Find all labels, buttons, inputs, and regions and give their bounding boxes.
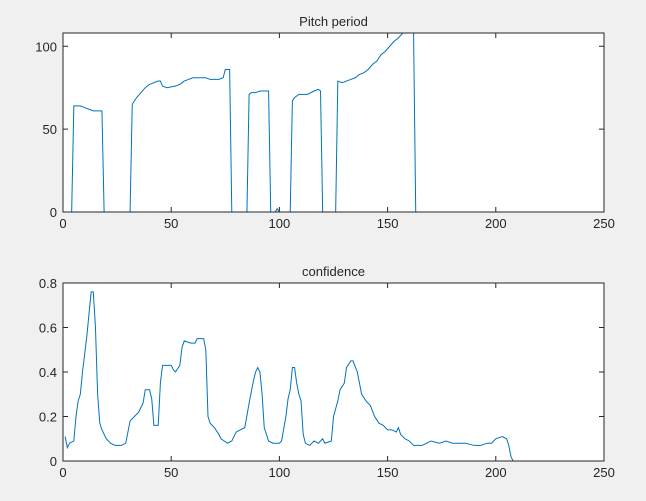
x-tick-label: 0 — [59, 465, 66, 480]
y-tick-label: 0 — [50, 454, 57, 469]
data-line — [64, 291, 574, 462]
x-tick-label: 250 — [593, 216, 615, 231]
axes-box — [62, 282, 605, 462]
x-tick-label: 150 — [377, 465, 399, 480]
x-tick-label: 50 — [164, 465, 178, 480]
x-tick-label: 0 — [59, 216, 66, 231]
y-tick-label: 0.4 — [39, 365, 57, 380]
y-tick-label: 50 — [43, 122, 57, 137]
axes-background — [63, 283, 604, 461]
x-tick-label: 50 — [164, 216, 178, 231]
x-tick-label: 100 — [269, 216, 291, 231]
x-tick-label: 100 — [269, 465, 291, 480]
x-tick-label: 200 — [485, 465, 507, 480]
y-tick-label: 0.6 — [39, 321, 57, 336]
chart-title: confidence — [302, 264, 365, 279]
y-tick-label: 0 — [50, 205, 57, 220]
x-tick-label: 250 — [593, 465, 615, 480]
y-tick-label: 0.8 — [39, 276, 57, 291]
axes-box — [62, 32, 605, 213]
chart-title: Pitch period — [299, 14, 368, 29]
y-tick-label: 100 — [35, 39, 57, 54]
x-tick-label: 150 — [377, 216, 399, 231]
x-tick-label: 200 — [485, 216, 507, 231]
axes-background — [63, 33, 604, 212]
y-tick-label: 0.2 — [39, 410, 57, 425]
data-line — [65, 32, 574, 213]
